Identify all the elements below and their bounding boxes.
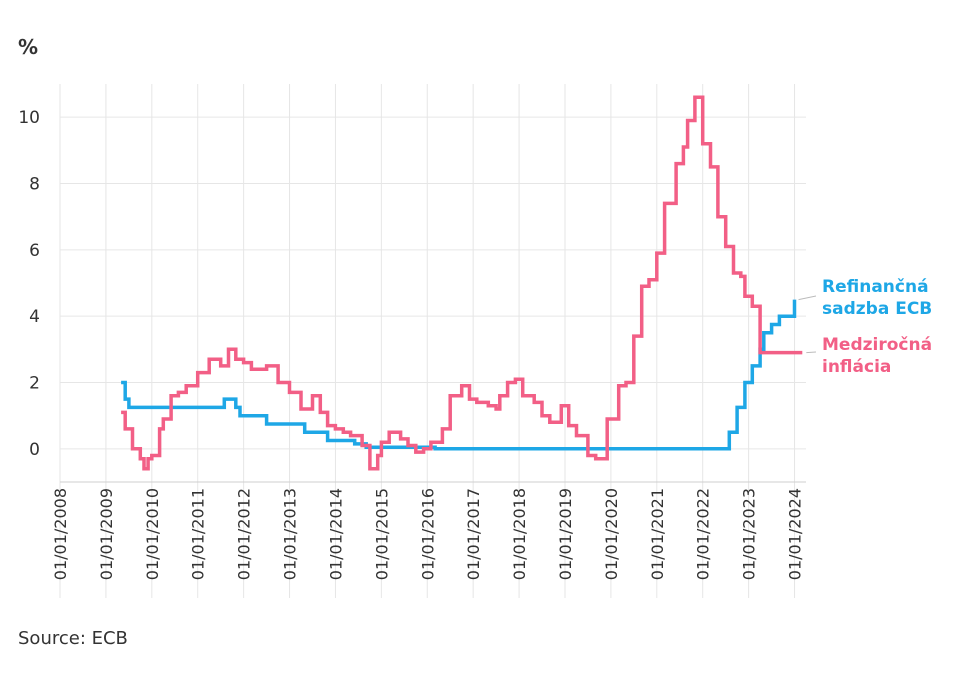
x-tick-label: 01/01/2015 (372, 488, 391, 580)
series-label-0: Refinančná (822, 277, 929, 297)
x-tick-label: 01/01/2022 (694, 488, 713, 580)
x-tick-label: 01/01/2023 (740, 488, 759, 580)
series-line-0 (121, 299, 797, 451)
y-tick-label: 2 (29, 374, 40, 394)
y-axis-title: % (18, 35, 38, 59)
x-tick-label: 01/01/2017 (464, 488, 483, 580)
y-axis-ticks: 0 2 4 6 8 10 (18, 108, 40, 460)
x-tick-label: 01/01/2024 (786, 488, 805, 580)
series-label-1: inflácia (822, 357, 891, 377)
series-label-connector (798, 295, 817, 301)
x-tick-label: 01/01/2010 (143, 488, 162, 580)
x-tick-label: 01/01/2019 (556, 488, 575, 580)
x-tick-label: 01/01/2011 (189, 488, 208, 580)
x-tick-label: 01/01/2018 (510, 488, 529, 580)
x-tick-label: 01/01/2014 (326, 488, 345, 580)
source-note: Source: ECB (18, 628, 128, 649)
y-tick-label: 8 (29, 175, 40, 195)
gridlines (59, 84, 806, 598)
y-tick-label: 10 (18, 108, 40, 128)
series-label-connector (806, 351, 817, 354)
series-label-1: Medziročná (822, 335, 932, 355)
x-tick-label: 01/01/2020 (602, 488, 621, 580)
y-tick-label: 0 (29, 440, 40, 460)
x-tick-label: 01/01/2012 (235, 488, 254, 580)
x-tick-label: 01/01/2016 (418, 488, 437, 580)
x-axis-ticks: 01/01/2008 01/01/2009 01/01/2010 01/01/2011… (51, 488, 805, 580)
x-tick-label: 01/01/2021 (648, 488, 667, 580)
x-tick-label: 01/01/2008 (51, 488, 70, 580)
x-tick-label: 01/01/2013 (281, 488, 300, 580)
y-tick-label: 6 (29, 241, 40, 261)
x-tick-label: 01/01/2009 (97, 488, 116, 580)
y-tick-label: 4 (29, 307, 40, 327)
series-label-0: sadzba ECB (822, 299, 932, 319)
series-line-1 (121, 95, 803, 471)
series-lines (121, 95, 803, 471)
